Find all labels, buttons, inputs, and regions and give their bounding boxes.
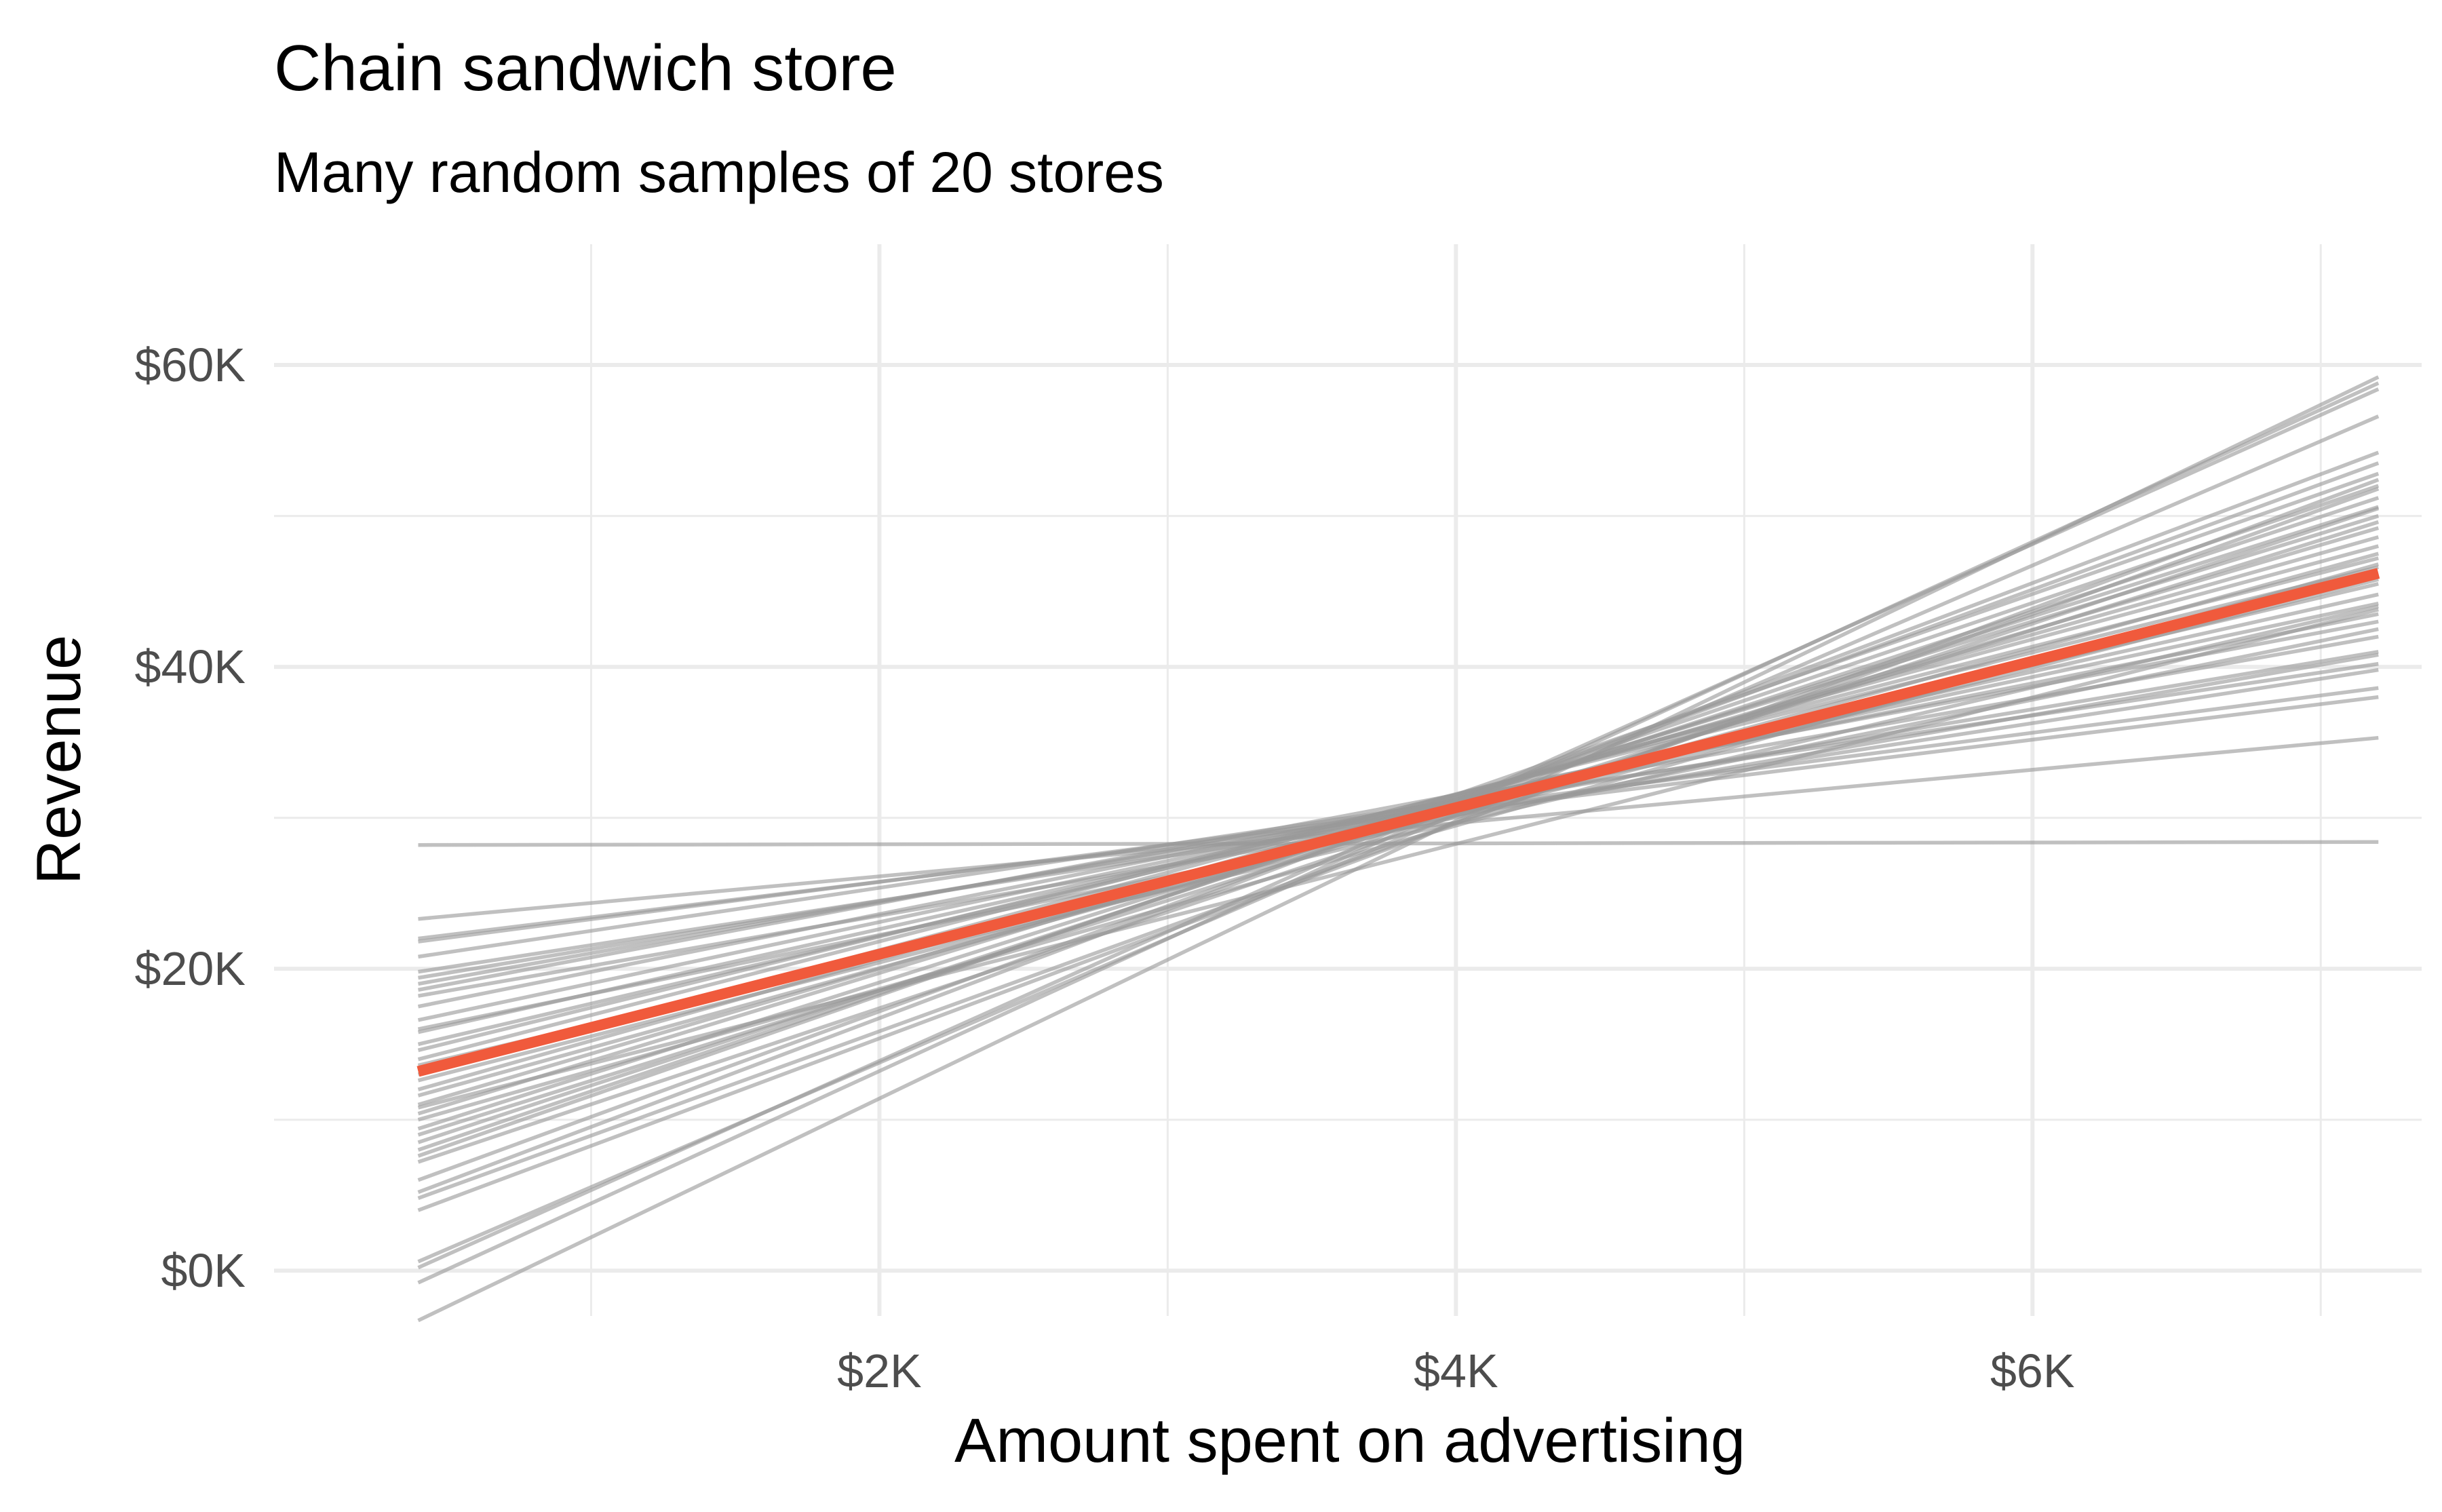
sample-regression-line — [417, 627, 2379, 1031]
chart-title: Chain sandwich store — [274, 32, 897, 104]
y-tick-label: $40K — [135, 640, 246, 693]
chart-subtitle: Many random samples of 20 stores — [274, 140, 1164, 204]
sample-regression-line — [417, 478, 2380, 1212]
population-line-group — [416, 568, 2380, 1077]
x-tick-label: $4K — [1414, 1344, 1498, 1397]
y-axis-title: Revenue — [24, 635, 94, 885]
x-axis-title: Amount spent on advertising — [954, 1406, 1745, 1475]
x-axis-ticks: $2K $4K $6K — [837, 1344, 2074, 1397]
y-tick-label: $0K — [161, 1244, 246, 1297]
minor-gridlines — [274, 244, 2422, 1316]
x-tick-label: $2K — [837, 1344, 922, 1397]
y-tick-label: $60K — [135, 338, 246, 391]
y-tick-label: $20K — [135, 942, 246, 995]
y-axis-ticks: $0K $20K $40K $60K — [135, 338, 246, 1297]
x-tick-label: $6K — [1990, 1344, 2075, 1397]
population-regression-line — [416, 568, 2380, 1077]
sample-regression-line — [417, 375, 2380, 1323]
sample-regression-line — [417, 607, 2379, 1110]
sample-regression-line — [417, 471, 2380, 1158]
major-gridlines — [274, 244, 2422, 1316]
sample-lines — [417, 375, 2380, 1323]
